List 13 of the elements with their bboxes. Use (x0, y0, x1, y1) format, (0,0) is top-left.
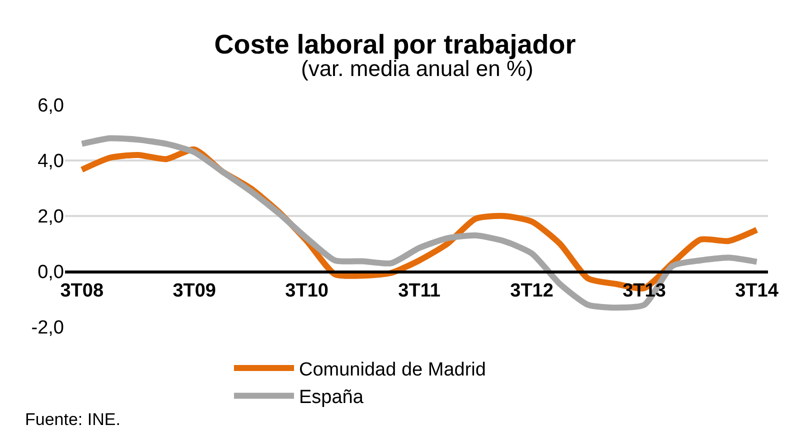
x-tick-label: 3T11 (398, 280, 441, 302)
x-tick-label: 3T09 (172, 280, 216, 302)
y-tick-label: 4,0 (38, 151, 64, 172)
x-tick-label: 3T10 (285, 280, 328, 302)
y-tick-label: 6,0 (38, 96, 64, 117)
y-tick-label: 2,0 (38, 206, 64, 228)
legend-label: España (299, 387, 364, 408)
chart-title: Coste laboral por trabajador (214, 29, 576, 60)
x-tick-label: 3T14 (735, 280, 779, 302)
y-tick-label: -2,0 (31, 318, 64, 339)
legend-label: Comunidad de Madrid (299, 359, 486, 380)
x-tick-label: 3T12 (510, 280, 554, 302)
source-note: Fuente: INE. (25, 410, 120, 429)
